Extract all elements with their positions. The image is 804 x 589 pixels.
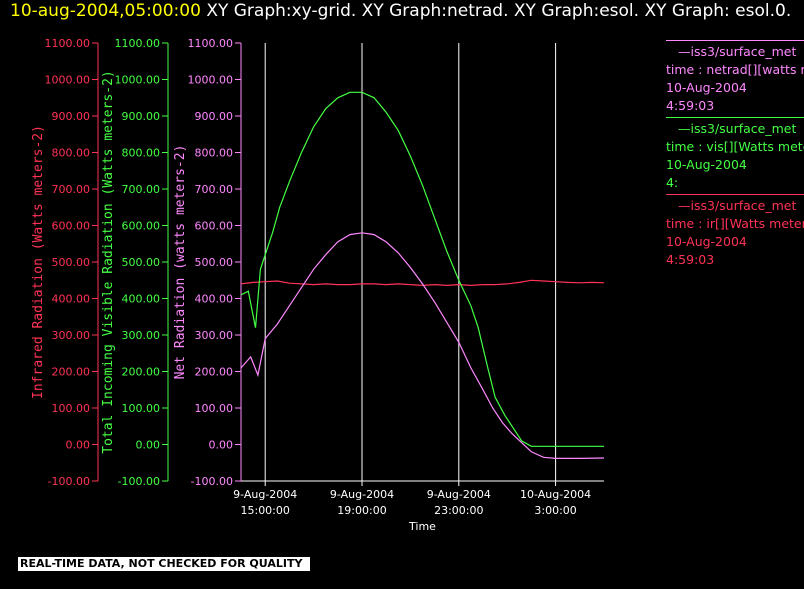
- x-tick-time-0: 15:00:00: [240, 504, 289, 517]
- ir-tick-label-7: 600.00: [52, 220, 91, 233]
- legend-line3: 10-Aug-2004: [666, 157, 747, 172]
- net-tick-label-4: 300.00: [195, 329, 234, 342]
- x-tick-date-0: 9-Aug-2004: [233, 488, 297, 501]
- net-tick-label-7: 600.00: [195, 220, 234, 233]
- net-tick-label-11: 1000.00: [188, 74, 234, 87]
- legend-name: —iss3/surface_met: [678, 44, 797, 59]
- ir-series-line: [240, 279, 605, 287]
- net-tick-label-5: 400.00: [195, 293, 234, 306]
- ir-tick-label-6: 500.00: [52, 256, 91, 269]
- legend-line4: 4:59:03: [666, 98, 715, 113]
- x-tick-time-3: 3:00:00: [534, 504, 576, 517]
- vis-tick-label-9: 800.00: [122, 147, 161, 160]
- x-axis-title: Time: [408, 520, 436, 533]
- vis-tick-label-11: 1000.00: [115, 74, 161, 87]
- ir-tick-label-3: 200.00: [52, 366, 91, 379]
- x-tick-date-3: 10-Aug-2004: [520, 488, 591, 501]
- vis-tick-label-12: 1100.00: [115, 37, 161, 50]
- vis-tick-label-4: 300.00: [122, 329, 161, 342]
- legend-line2: time : vis[][Watts meters-2]: [666, 139, 804, 154]
- net-tick-label-3: 200.00: [195, 366, 234, 379]
- x-tick-date-1: 9-Aug-2004: [330, 488, 394, 501]
- header-title: XY Graph:xy-grid. XY Graph:netrad. XY Gr…: [206, 1, 792, 21]
- ir-tick-label-4: 300.00: [52, 329, 91, 342]
- ir-tick-label-9: 800.00: [52, 147, 91, 160]
- vis-tick-label-1: 0.00: [136, 439, 161, 452]
- net-tick-label-10: 900.00: [195, 110, 234, 123]
- graph-header: 10-aug-2004,05:00:00 XY Graph:xy-grid. X…: [10, 1, 800, 21]
- legend-line3: 10-Aug-2004: [666, 80, 747, 95]
- vis-tick-label-6: 500.00: [122, 256, 161, 269]
- net-tick-label-9: 800.00: [195, 147, 234, 160]
- x-tick-date-2: 9-Aug-2004: [427, 488, 491, 501]
- ir-tick-label-0: -100.00: [48, 475, 90, 488]
- net-tick-label-8: 700.00: [195, 183, 234, 196]
- ir-tick-label-1: 0.00: [66, 439, 91, 452]
- quality-warning: REAL-TIME DATA, NOT CHECKED FOR QUALITY: [18, 557, 311, 571]
- legend-name: —iss3/surface_met: [678, 198, 797, 213]
- net-axis-title: Net Radiation (watts meters-2): [173, 145, 188, 380]
- net-tick-label-1: 0.00: [209, 439, 234, 452]
- legend-line4: 4:59:03: [666, 252, 715, 267]
- legend-line2: time : netrad[][watts meters-2]: [666, 62, 804, 77]
- legend-name: —iss3/surface_met: [678, 121, 797, 136]
- vis-tick-label-3: 200.00: [122, 366, 161, 379]
- net-tick-label-12: 1100.00: [188, 37, 234, 50]
- ir-tick-label-11: 1000.00: [45, 74, 91, 87]
- legend-line3: 10-Aug-2004: [666, 234, 747, 249]
- vis-series-line: [240, 91, 604, 447]
- net-tick-label-6: 500.00: [195, 256, 234, 269]
- net-tick-label-2: 100.00: [195, 402, 234, 415]
- ir-tick-label-5: 400.00: [52, 293, 91, 306]
- ir-axis-title: Infrared Radiation (Watts meters-2): [31, 125, 46, 399]
- ir-tick-label-2: 100.00: [52, 402, 91, 415]
- vis-tick-label-0: -100.00: [118, 475, 160, 488]
- ir-tick-label-10: 900.00: [52, 110, 91, 123]
- vis-tick-label-2: 100.00: [122, 402, 161, 415]
- ir-tick-label-8: 700.00: [52, 183, 91, 196]
- vis-tick-label-5: 400.00: [122, 293, 161, 306]
- vis-tick-label-7: 600.00: [122, 220, 161, 233]
- x-tick-time-2: 23:00:00: [434, 504, 483, 517]
- x-tick-time-1: 19:00:00: [337, 504, 386, 517]
- legend-line4: 4:: [666, 175, 679, 190]
- ir-tick-label-12: 1100.00: [45, 37, 91, 50]
- net-tick-label-0: -100.00: [191, 475, 233, 488]
- vis-tick-label-10: 900.00: [122, 110, 161, 123]
- header-timestamp: 10-aug-2004,05:00:00: [10, 1, 201, 21]
- vis-axis-title: Total Incoming Visible Radiation (Watts …: [101, 70, 116, 454]
- net-series-line: [240, 232, 605, 459]
- vis-tick-label-8: 700.00: [122, 183, 161, 196]
- legend-line2: time : ir[][Watts meters-2]: [666, 216, 804, 231]
